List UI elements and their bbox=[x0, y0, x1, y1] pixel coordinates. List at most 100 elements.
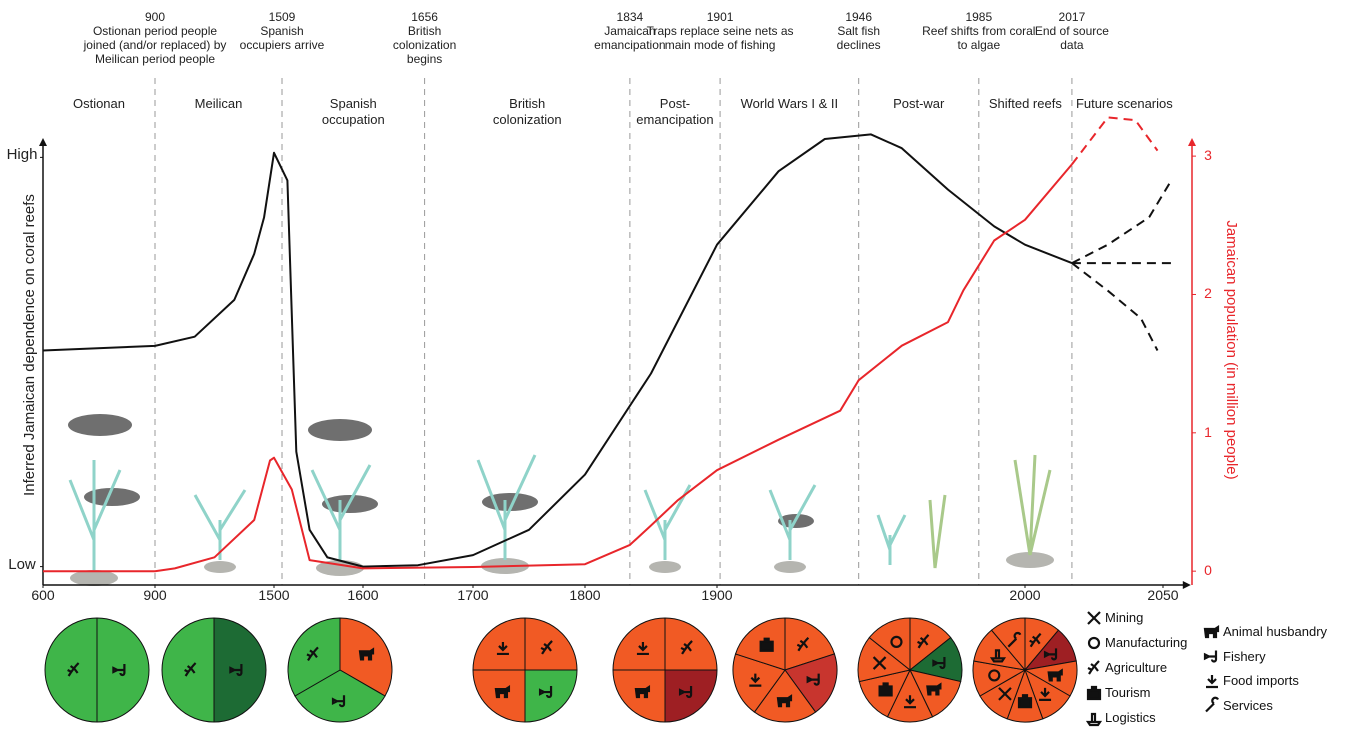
sector-icon bbox=[1206, 675, 1218, 689]
sector-icon-shape bbox=[872, 656, 887, 670]
sector-icon-shape bbox=[636, 641, 649, 656]
x-tick-label: 2050 bbox=[1147, 587, 1179, 603]
y-tick-label: Low bbox=[8, 555, 36, 573]
sector-icon bbox=[989, 649, 1007, 663]
sector-icon bbox=[806, 673, 820, 686]
sector-icon-shape bbox=[932, 657, 946, 670]
sector-icon-shape bbox=[776, 694, 793, 708]
pie-slice bbox=[287, 617, 341, 697]
sector-icon-shape bbox=[184, 662, 197, 677]
sector-icon bbox=[1017, 694, 1033, 709]
sector-icon-shape bbox=[749, 673, 762, 687]
sector-icon bbox=[538, 686, 553, 699]
sector-icon bbox=[540, 640, 553, 655]
sector-icon-shape bbox=[759, 637, 774, 652]
period-label: Post-emancipation bbox=[636, 96, 714, 127]
x-tick-label: 1600 bbox=[347, 587, 379, 603]
sector-icon-shape bbox=[998, 687, 1012, 701]
sector-icon bbox=[988, 669, 1001, 682]
pie-slice bbox=[44, 617, 98, 723]
event-year: 900 bbox=[144, 10, 166, 24]
sector-icon bbox=[1085, 712, 1103, 727]
coral bbox=[68, 454, 1052, 570]
sector-icon bbox=[636, 641, 649, 656]
pie-slice bbox=[732, 653, 786, 713]
sector-icon-shape bbox=[680, 640, 693, 655]
x-tick-label: 1800 bbox=[569, 587, 601, 603]
sector-icon-shape bbox=[358, 647, 375, 661]
event-text: Reef shifts from coral to algae bbox=[922, 24, 1036, 52]
sector-icon bbox=[112, 664, 126, 677]
sector-icon bbox=[917, 634, 930, 649]
sector-icon bbox=[67, 662, 80, 677]
sector-icon-shape bbox=[306, 646, 319, 661]
pie-slice bbox=[524, 617, 578, 671]
legend-label: Logistics bbox=[1105, 710, 1156, 725]
sector-icon-shape bbox=[878, 682, 893, 697]
sector-icon-shape bbox=[1029, 632, 1042, 648]
sector-icon bbox=[1086, 685, 1102, 701]
pie-slice bbox=[753, 669, 817, 723]
event-year: 1985 bbox=[965, 10, 993, 24]
event-year: 1509 bbox=[268, 10, 296, 24]
x-tick-label: 1700 bbox=[457, 587, 489, 603]
event-text: Ostionan period people joined (and/or re… bbox=[83, 24, 227, 66]
sector-icon-shape bbox=[1205, 696, 1219, 713]
sector-icon-shape bbox=[538, 686, 553, 699]
series-line bbox=[42, 133, 1073, 568]
legend-label: Manufacturing bbox=[1105, 635, 1188, 650]
sector-icon bbox=[1203, 624, 1220, 639]
period-label: Ostionan bbox=[72, 96, 126, 111]
pie-slice bbox=[161, 617, 215, 723]
sector-icon bbox=[680, 640, 693, 655]
y2-tick-label: 3 bbox=[1204, 147, 1212, 164]
sector-icon bbox=[878, 682, 893, 697]
y-tick-label: High bbox=[6, 146, 38, 164]
y2-tick-label: 2 bbox=[1204, 285, 1212, 302]
sector-icon-shape bbox=[1043, 648, 1058, 661]
y2-axis-arrow bbox=[1188, 138, 1196, 146]
sector-icon-shape bbox=[678, 686, 693, 699]
sector-icon-shape bbox=[67, 662, 80, 677]
pie-slice bbox=[868, 617, 911, 672]
pie-slice bbox=[612, 617, 666, 671]
sector-icon bbox=[496, 641, 509, 656]
sector-icon bbox=[1087, 660, 1100, 675]
sector-icon bbox=[184, 662, 197, 677]
x-tick-label: 2000 bbox=[1009, 587, 1041, 603]
sector-icon-shape bbox=[926, 682, 942, 696]
series-line bbox=[43, 163, 1073, 573]
event-year: 1946 bbox=[845, 10, 873, 24]
sector-icon-shape bbox=[1203, 650, 1218, 663]
event-text: Spanish occupiers arrive bbox=[239, 24, 325, 52]
pie-slice bbox=[472, 617, 526, 671]
sector-icon-shape bbox=[331, 695, 346, 708]
y-axis-title: Inferred Jamaican dependence on coral re… bbox=[21, 194, 38, 496]
sector-icon-shape bbox=[904, 695, 916, 709]
series-line bbox=[1071, 262, 1159, 351]
legend-label: Agriculture bbox=[1105, 660, 1168, 675]
x-tick-label: 600 bbox=[31, 587, 55, 603]
sector-icon-shape bbox=[1087, 636, 1101, 650]
sector-icon-shape bbox=[989, 649, 1007, 663]
event-text: End of source data bbox=[1034, 24, 1109, 52]
sector-icon bbox=[494, 685, 511, 699]
sector-icon bbox=[749, 673, 762, 687]
sector-icon bbox=[678, 686, 693, 699]
legend-label: Fishery bbox=[1223, 648, 1266, 664]
event-year: 1901 bbox=[706, 10, 734, 24]
sector-icon-shape bbox=[890, 635, 903, 648]
y2-tick-label: 1 bbox=[1204, 423, 1212, 440]
sector-icon bbox=[1047, 668, 1063, 682]
sector-icon-shape bbox=[634, 685, 651, 699]
sector-icon-shape bbox=[112, 664, 126, 677]
legend-label: Services bbox=[1223, 697, 1273, 713]
x-tick-label: 1900 bbox=[701, 587, 733, 603]
y-axis-arrow bbox=[39, 138, 47, 146]
sector-icon bbox=[1043, 648, 1058, 661]
sector-icon bbox=[306, 646, 319, 661]
period-label: Spanish occupation bbox=[321, 96, 385, 127]
period-label: World Wars I & II bbox=[740, 96, 839, 111]
sector-icon-shape bbox=[229, 664, 243, 677]
sector-icon-shape bbox=[1039, 687, 1052, 702]
